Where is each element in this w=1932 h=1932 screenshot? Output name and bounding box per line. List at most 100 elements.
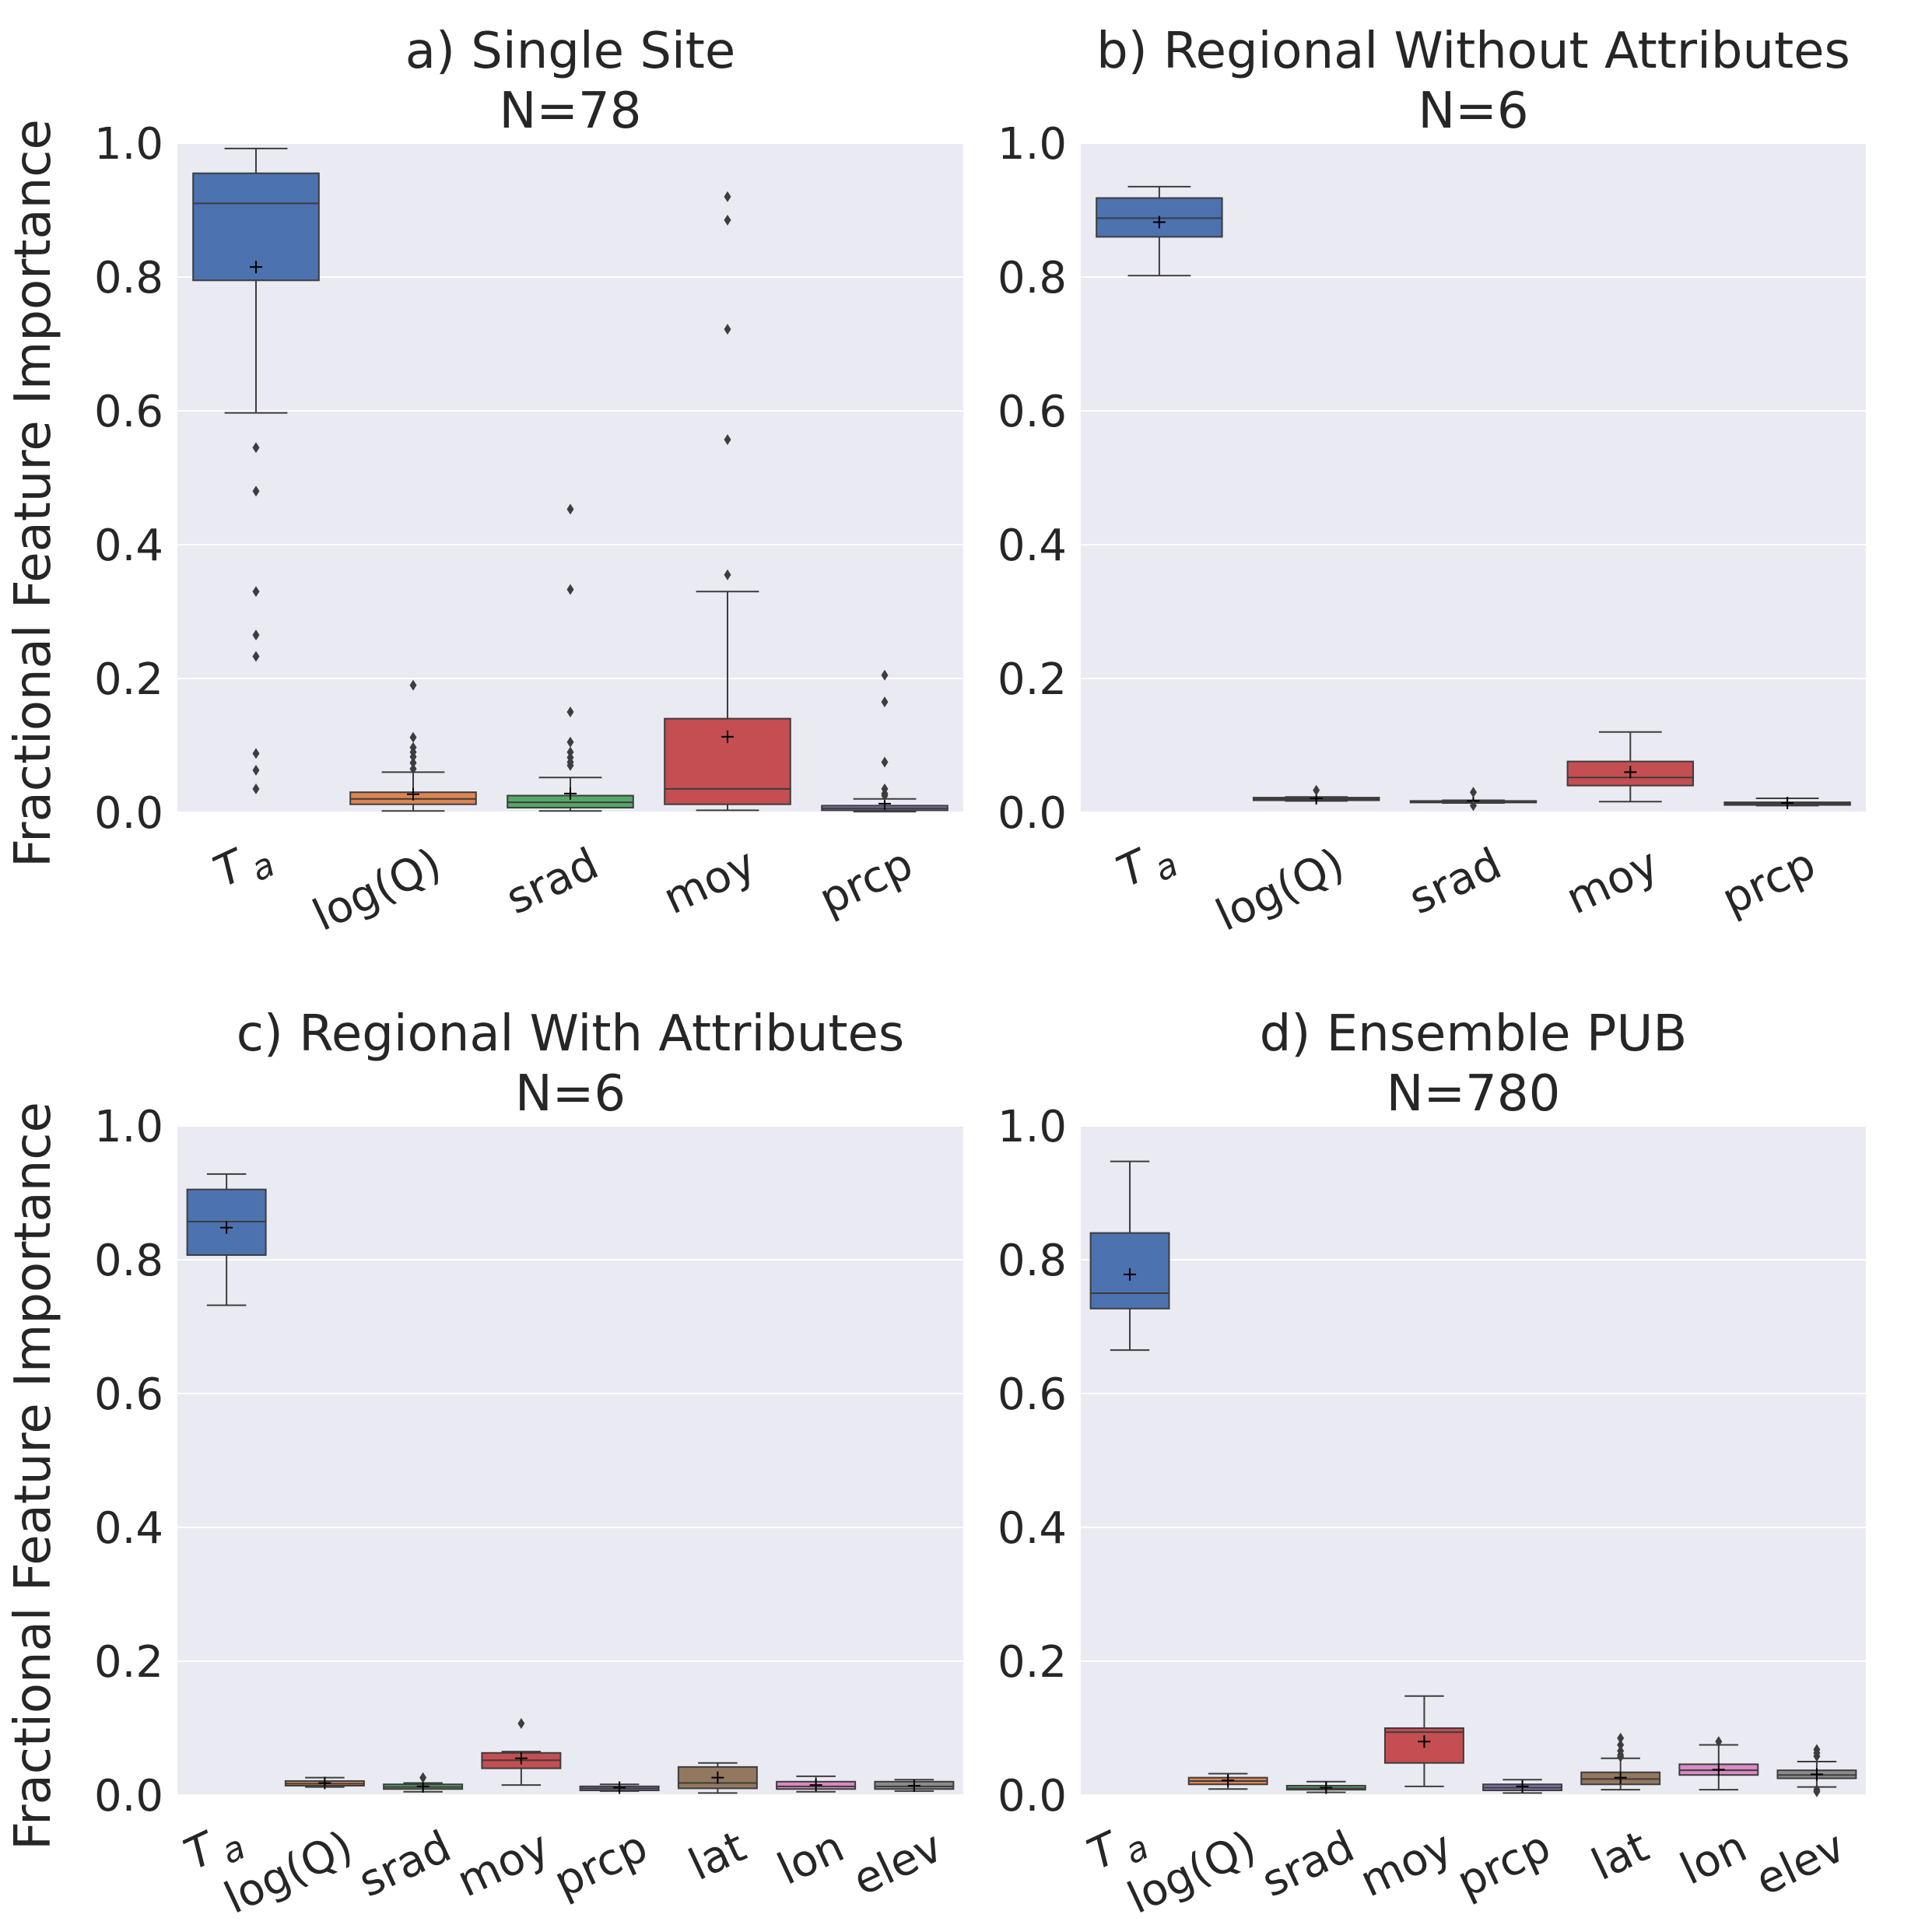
y-tick-label: 1.0 (998, 1102, 1067, 1152)
flier-point (1715, 1736, 1723, 1748)
y-tick-label: 0.6 (94, 1369, 163, 1420)
panel-3: 0.0 0.2 0.4 0.6 0.8 1.0 c) Regional With Attri… (5, 1005, 963, 1924)
x-tick-label: log(Q) (306, 839, 449, 941)
box-moy (664, 191, 791, 812)
mean-marker (250, 261, 262, 274)
flier-point (252, 764, 260, 776)
x-tick-label-sub: a (1148, 845, 1184, 890)
y-tick-label: 0.4 (998, 1503, 1067, 1554)
box-moy (1566, 731, 1695, 803)
box-srad (383, 1772, 464, 1793)
flier-point (566, 707, 574, 717)
x-tick-label: elev (846, 1822, 950, 1906)
box-lon (1678, 1736, 1759, 1791)
x-tick-label: prcp (812, 839, 920, 925)
flier-point (1617, 1739, 1625, 1751)
x-tick-label-sub: a (245, 845, 281, 890)
x-tick-label: srad (351, 1822, 458, 1907)
y-tick-label: 0.8 (94, 1236, 163, 1286)
x-tick-label: lat (682, 1822, 754, 1891)
box-ta (186, 1173, 267, 1306)
x-tick-label: moy (1352, 1822, 1460, 1907)
mean-marker (721, 730, 734, 743)
flier-point (881, 696, 889, 708)
flier-point (881, 790, 889, 801)
x-tick-label: lat (1584, 1822, 1657, 1891)
mean-marker (907, 1779, 920, 1792)
box-logq (284, 1776, 365, 1790)
y-tick-label: 1.0 (94, 119, 163, 170)
panel-subtitle: N=6 (1418, 82, 1528, 140)
x-tick-label: lon (770, 1822, 852, 1895)
panel-4: 0.00.20.40.60.81.0d) Ensemble PUBN=780Ta… (998, 1005, 1866, 1924)
mean-marker (1712, 1763, 1725, 1776)
box-prcp (1482, 1779, 1563, 1794)
y-tick-label: 0.4 (94, 521, 163, 571)
mean-marker (1781, 796, 1794, 809)
box-lat (1580, 1732, 1661, 1791)
flier-point (409, 731, 417, 743)
panel-title: a) Single Site (405, 23, 736, 80)
flier-point (566, 584, 574, 595)
flier-point (1313, 784, 1320, 796)
box-logq (349, 679, 477, 812)
flier-point (566, 736, 574, 748)
mean-marker (1614, 1771, 1627, 1784)
box-ta (1089, 1160, 1170, 1352)
mean-marker (564, 787, 577, 800)
box-lat (677, 1762, 758, 1794)
panel-subtitle: N=78 (500, 82, 642, 140)
panel-subtitle: N=6 (515, 1065, 626, 1123)
panel-title: c) Regional With Attributes (237, 1005, 905, 1063)
y-axis-label: Fractional Feature Importance (5, 1102, 62, 1850)
x-tick-label: prcp (1714, 839, 1823, 925)
x-tick-label: lon (1673, 1822, 1755, 1895)
x-tick-label-main: T (1080, 1822, 1128, 1881)
y-tick-label: 0.8 (94, 253, 163, 303)
y-tick-label: 0.2 (998, 654, 1067, 705)
box-prcp (1723, 796, 1851, 809)
x-tick-label: moy (450, 1822, 557, 1907)
box-logq (1187, 1772, 1268, 1790)
plot-background (1081, 1126, 1866, 1795)
plot-background (1081, 143, 1866, 812)
flier-point (252, 629, 260, 641)
flier-point (419, 1772, 427, 1783)
box-prcp (821, 669, 948, 813)
flier-point (409, 763, 417, 775)
flier-point (1617, 1751, 1625, 1762)
x-tick-label: elev (1748, 1822, 1853, 1906)
mean-marker (711, 1771, 724, 1784)
y-tick-label: 0.8 (998, 253, 1067, 303)
box-ta (1096, 185, 1223, 277)
x-tick-label: srad (1401, 839, 1509, 924)
y-tick-label: 0.6 (998, 1369, 1067, 1420)
x-tick-label: Ta (206, 829, 281, 904)
flier-point (409, 751, 417, 763)
mean-marker (1222, 1774, 1235, 1787)
box-srad (1409, 787, 1538, 812)
flier-point (252, 783, 260, 794)
y-tick-label: 0.8 (998, 1236, 1067, 1286)
flier-point (566, 503, 574, 515)
y-tick-label: 0.0 (94, 1771, 163, 1822)
y-tick-label: 0.4 (94, 1503, 163, 1554)
y-axis-label: Fractional Feature Importance (5, 119, 62, 868)
x-tick-label-main: T (1110, 840, 1158, 898)
mean-marker (318, 1776, 331, 1790)
flier-point (881, 756, 889, 768)
panel-title: b) Regional Without Attributes (1096, 23, 1850, 80)
mean-marker (1624, 766, 1637, 779)
flier-point (724, 569, 731, 580)
flier-point (1470, 787, 1477, 798)
flier-point (252, 442, 260, 454)
box-srad (507, 503, 634, 812)
flier-point (252, 586, 260, 598)
mean-marker (1124, 1268, 1137, 1281)
flier-point (1617, 1732, 1625, 1744)
y-tick-label: 1.0 (94, 1102, 163, 1152)
x-tick-label-main: T (177, 1822, 225, 1881)
box-moy (481, 1717, 562, 1786)
